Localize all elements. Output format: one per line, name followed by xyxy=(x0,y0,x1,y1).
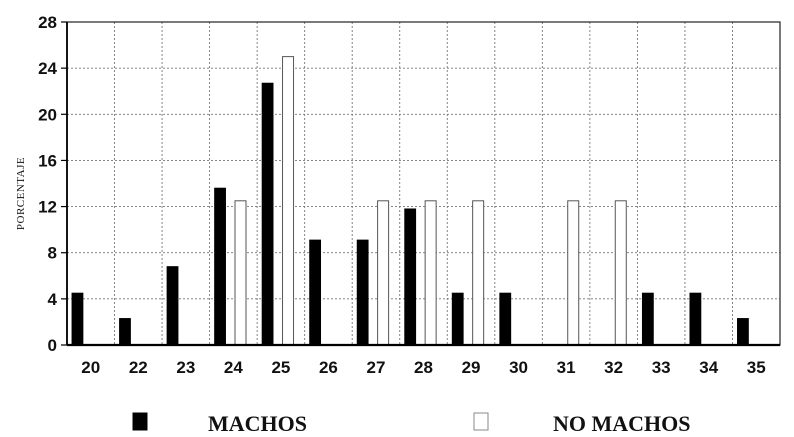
bar-no-machos-27 xyxy=(377,200,390,346)
legend-swatch-no-machos xyxy=(473,412,489,431)
y-tick-label-28: 28 xyxy=(38,13,57,32)
y-tick-label-16: 16 xyxy=(38,151,57,170)
bar-machos-26 xyxy=(309,239,322,346)
x-tick-label-27: 27 xyxy=(367,358,386,377)
bar-machos-35 xyxy=(737,318,749,346)
bar-machos-23 xyxy=(166,266,179,346)
legend-swatch-machos xyxy=(132,412,148,431)
x-tick-label-26: 26 xyxy=(319,358,338,377)
x-tick-label-34: 34 xyxy=(699,358,718,377)
bar-no-machos-25 xyxy=(282,56,295,346)
x-tick-label-35: 35 xyxy=(747,358,766,377)
x-tick-label-29: 29 xyxy=(462,358,481,377)
x-tick-label-32: 32 xyxy=(604,358,623,377)
bar-no-machos-32 xyxy=(614,200,627,346)
y-tick-label-8: 8 xyxy=(48,244,57,263)
grid-lines xyxy=(67,22,780,345)
y-tick-label-20: 20 xyxy=(38,105,57,124)
x-tick-labels: 20 22 23 24 25 26 27 28 29 30 31 32 33 34 35 xyxy=(81,358,765,377)
bar-no-machos-28 xyxy=(424,200,437,346)
y-tick-label-0: 0 xyxy=(48,336,57,355)
bar-machos-28 xyxy=(404,208,417,346)
legend-label-no-machos: NO MACHOS xyxy=(553,411,691,436)
bar-machos-24 xyxy=(214,187,226,346)
x-tick-label-33: 33 xyxy=(652,358,671,377)
bar-no-machos-29 xyxy=(472,200,485,346)
y-axis-label: PORCENTAJE xyxy=(15,157,27,230)
bar-no-machos-24 xyxy=(234,200,247,346)
bar-machos-30 xyxy=(499,292,512,346)
y-tick-label-4: 4 xyxy=(48,290,58,309)
x-tick-label-23: 23 xyxy=(176,358,195,377)
bar-machos-20 xyxy=(71,292,84,346)
legend-label-machos: MACHOS xyxy=(208,411,307,436)
bar-machos-22 xyxy=(119,318,131,346)
bar-machos-33 xyxy=(641,292,654,346)
bar-no-machos-31 xyxy=(567,200,580,346)
bar-machos-27 xyxy=(356,239,369,346)
bar-machos-25 xyxy=(261,82,274,346)
x-tick-label-20: 20 xyxy=(81,358,100,377)
legend: MACHOS NO MACHOS xyxy=(132,411,691,436)
axes xyxy=(61,21,780,347)
y-tick-label-12: 12 xyxy=(38,198,57,217)
bar-machos-29 xyxy=(451,292,464,346)
y-tick-label-24: 24 xyxy=(38,59,57,78)
x-tick-label-28: 28 xyxy=(414,358,433,377)
x-tick-label-22: 22 xyxy=(129,358,148,377)
bars xyxy=(71,56,749,346)
x-tick-label-30: 30 xyxy=(509,358,528,377)
bar-machos-34 xyxy=(689,292,702,346)
x-tick-label-25: 25 xyxy=(271,358,290,377)
x-tick-label-24: 24 xyxy=(224,358,243,377)
y-tick-labels: 0 4 8 12 16 20 24 28 xyxy=(38,13,57,355)
x-tick-label-31: 31 xyxy=(557,358,576,377)
